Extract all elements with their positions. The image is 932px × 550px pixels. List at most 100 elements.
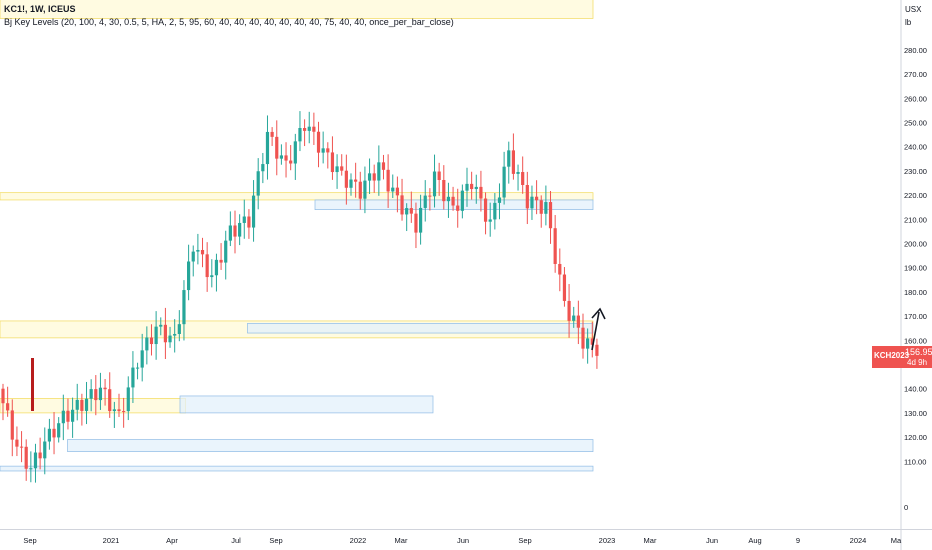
candle-body [381, 162, 386, 170]
candle-body [354, 179, 358, 182]
candle-body [196, 249, 200, 252]
candle-body [38, 452, 42, 459]
candle-body [465, 183, 469, 191]
candle-body [553, 228, 557, 264]
candle-body [75, 399, 79, 410]
candle-body [135, 367, 140, 369]
candle-body [289, 160, 293, 164]
candle-body [233, 225, 237, 237]
key-level-zone-7 [0, 465, 594, 472]
candle-body [316, 131, 321, 153]
candle-body [340, 166, 344, 171]
unit-label: lb [905, 18, 912, 27]
price-tag-price: 156.95 [905, 347, 932, 357]
candle-body [29, 468, 33, 470]
candle-body [576, 315, 580, 328]
x-tick-label: Aug [748, 536, 761, 545]
y-tick-label: 190.00 [904, 264, 927, 273]
candle-body [214, 259, 219, 276]
candle-body [57, 423, 61, 438]
price-tag-symbol: KCH2023 [874, 351, 910, 360]
candle-body [47, 428, 51, 442]
candle-body [358, 181, 362, 199]
arrow-shaft [591, 311, 600, 351]
candle-body [303, 128, 307, 131]
candle-body [224, 240, 228, 263]
candle-body [395, 187, 399, 196]
candle-body [405, 208, 409, 215]
candle-body [470, 183, 474, 190]
candle-body [80, 399, 84, 411]
candle-body [572, 315, 576, 321]
candle-body [423, 195, 427, 208]
x-tick-label: Ma [891, 536, 902, 545]
candle-body [307, 126, 311, 131]
candle-body [326, 148, 330, 153]
indicator-legend[interactable]: Bj Key Levels (20, 100, 4, 30, 0.5, 5, H… [4, 17, 454, 27]
candle-body [154, 326, 158, 345]
candle-body [191, 251, 195, 262]
candle-body [391, 187, 395, 192]
symbol-title: KC1!, 1W, ICEUS [4, 4, 76, 14]
candle-body [590, 338, 594, 345]
candle-body [238, 222, 242, 237]
candle-body [261, 164, 265, 172]
candle-body [247, 216, 251, 228]
candle-body [126, 387, 130, 412]
y-tick-label: 180.00 [904, 288, 927, 297]
candle-body [71, 409, 75, 422]
candle-body [177, 324, 181, 334]
candle-body [451, 196, 455, 206]
last-price-tag: KCH2023 156.95 4d 9h [872, 346, 932, 368]
candle-body [335, 166, 339, 173]
candle-body [377, 162, 381, 181]
candle-body [372, 173, 376, 181]
candle-body [567, 300, 571, 321]
candle-body [414, 213, 418, 233]
candle-body [187, 261, 191, 291]
candle-body [10, 410, 14, 440]
candle-body [149, 337, 154, 345]
candle-body [535, 196, 539, 201]
candle-body [131, 367, 135, 388]
candle-body [43, 441, 47, 459]
arrow-head [591, 307, 606, 320]
candle-body [94, 389, 98, 401]
candle-body [61, 410, 65, 424]
candle-body [419, 207, 423, 233]
key-level-zone-5 [179, 395, 434, 414]
candle-body [312, 126, 316, 132]
candle-body [251, 195, 256, 228]
candlestick-series [1, 111, 599, 483]
candle-body [52, 428, 56, 438]
y-tick-label: 160.00 [904, 336, 927, 345]
candle-body [521, 172, 525, 185]
x-tick-label: 2022 [350, 536, 367, 545]
currency-label: USX [905, 5, 922, 14]
candle-body [15, 439, 19, 447]
candle-body [493, 202, 497, 220]
candle-body [400, 195, 404, 215]
candle-body [349, 179, 353, 188]
candle-body [242, 216, 246, 223]
candle-body [586, 338, 590, 349]
candle-body [525, 184, 529, 209]
candle-body [516, 172, 520, 174]
candle-body [182, 290, 186, 325]
x-tick-label: Jun [706, 536, 718, 545]
candle-body [163, 324, 167, 343]
candle-body [502, 166, 506, 198]
candle-body [432, 171, 437, 197]
candle-body [367, 173, 372, 181]
candle-body [544, 202, 548, 214]
y-tick-label: 210.00 [904, 215, 927, 224]
x-tick-label: Mar [395, 536, 408, 545]
candle-body [344, 170, 348, 188]
key-level-zone-4 [0, 398, 186, 414]
candle-body [219, 259, 223, 263]
candle-body [428, 195, 432, 197]
candle-body [112, 409, 116, 412]
candle-body [474, 186, 478, 190]
